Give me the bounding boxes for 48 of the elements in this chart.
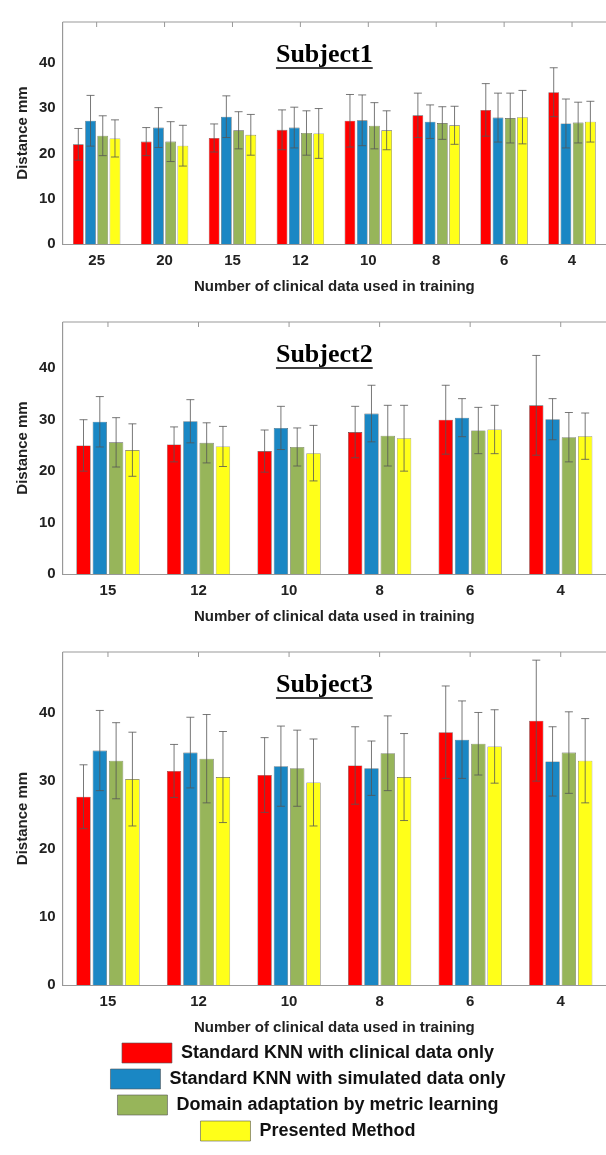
x-tick-label: 4 bbox=[567, 251, 577, 269]
x-tick-label: 4 bbox=[556, 581, 566, 599]
y-tick-label: 30 bbox=[39, 98, 56, 116]
x-axis-title: Number of clinical data used in training bbox=[193, 277, 475, 295]
x-tick-label: 15 bbox=[99, 992, 117, 1010]
text: Subject3 bbox=[275, 669, 373, 698]
y-axis-title: Distance mm bbox=[13, 771, 31, 866]
y-tick-label: 40 bbox=[39, 52, 56, 70]
x-tick-label: 20 bbox=[156, 251, 173, 269]
x-tick-label: 8 bbox=[432, 251, 441, 269]
legend-label: Standard KNN with clinical data only bbox=[180, 1041, 495, 1062]
y-axis-title: Distance mm bbox=[13, 86, 31, 180]
x-tick-label: 10 bbox=[280, 992, 298, 1010]
x-tick-label: 6 bbox=[466, 581, 475, 599]
y-tick-label: 40 bbox=[39, 358, 56, 376]
x-axis-title: Number of clinical data used in training bbox=[193, 607, 475, 625]
legend-label: Presented Method bbox=[259, 1119, 416, 1140]
y-tick-label: 0 bbox=[47, 234, 56, 252]
y-tick-label: 10 bbox=[39, 907, 56, 925]
legend-label: Domain adaptation by metric learning bbox=[176, 1093, 499, 1114]
y-tick-label: 20 bbox=[39, 839, 56, 857]
y-axis-title: Distance mm bbox=[13, 401, 31, 495]
x-tick-label: 10 bbox=[280, 581, 298, 599]
x-tick-label: 12 bbox=[292, 251, 309, 269]
x-axis-title: Number of clinical data used in training bbox=[193, 1018, 475, 1036]
x-tick-label: 6 bbox=[466, 992, 475, 1010]
x-tick-label: 10 bbox=[359, 251, 377, 269]
text: Subject2 bbox=[275, 339, 373, 368]
x-tick-label: 8 bbox=[375, 581, 384, 599]
x-tick-label: 12 bbox=[190, 992, 207, 1010]
x-tick-label: 15 bbox=[99, 581, 117, 599]
y-tick-label: 0 bbox=[47, 564, 56, 582]
text: Subject1 bbox=[275, 39, 373, 68]
y-tick-label: 20 bbox=[39, 143, 56, 161]
y-tick-label: 30 bbox=[39, 409, 56, 427]
x-tick-label: 15 bbox=[224, 251, 241, 269]
x-tick-label: 8 bbox=[375, 992, 384, 1010]
y-tick-label: 40 bbox=[39, 703, 56, 721]
x-tick-label: 6 bbox=[499, 251, 509, 269]
x-tick-label: 4 bbox=[556, 992, 566, 1010]
y-tick-label: 20 bbox=[39, 461, 56, 479]
y-tick-label: 10 bbox=[39, 512, 56, 530]
y-tick-label: 30 bbox=[39, 771, 56, 789]
y-tick-label: 10 bbox=[39, 188, 56, 206]
x-tick-label: 25 bbox=[88, 251, 105, 269]
legend-label: Standard KNN with simulated data only bbox=[169, 1067, 506, 1088]
y-tick-label: 0 bbox=[47, 975, 56, 993]
x-tick-label: 12 bbox=[190, 581, 207, 599]
